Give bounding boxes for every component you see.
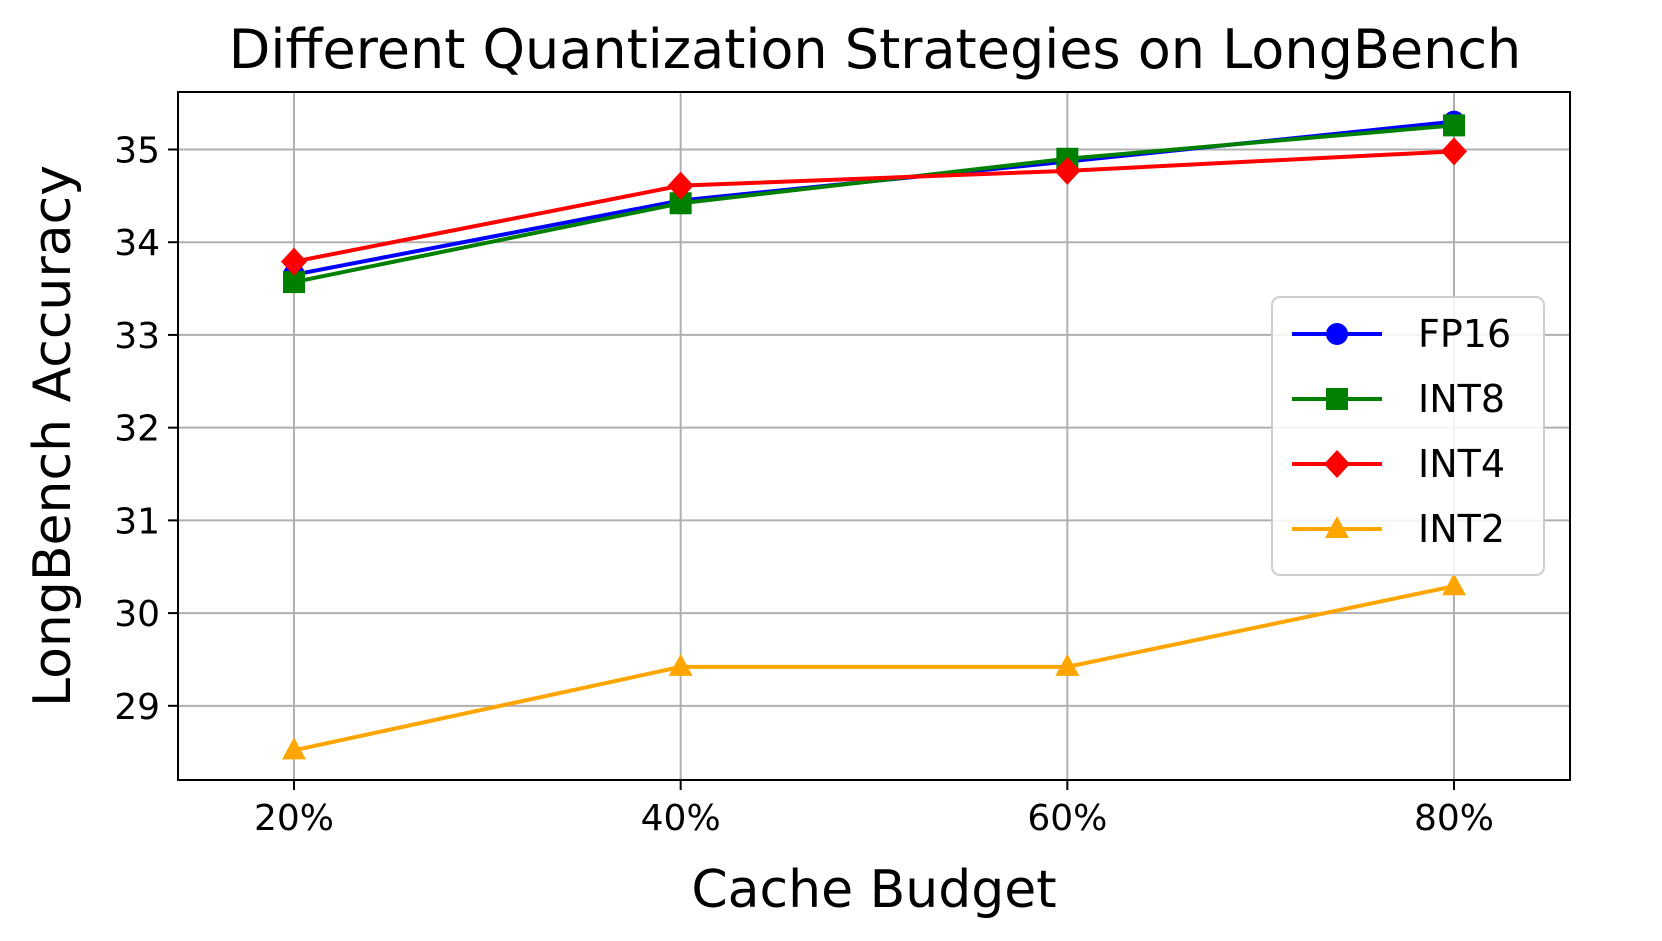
- data-point-int4: [1054, 156, 1081, 185]
- series-line-int2: [293, 584, 1455, 753]
- legend-marker-fp16: [1326, 323, 1348, 345]
- series-int2: [282, 573, 1466, 760]
- y-tick-label: 33: [114, 316, 160, 357]
- legend-label-fp16: FP16: [1418, 312, 1511, 356]
- series-layer: [281, 110, 1467, 760]
- y-axis-label: LongBench Accuracy: [23, 165, 83, 707]
- data-point-int8: [1443, 114, 1465, 137]
- y-tick-label: 34: [114, 223, 160, 264]
- legend-box: [1271, 296, 1545, 576]
- data-point-int4: [1441, 137, 1467, 166]
- chart-title: Different Quantization Strategies on Lon…: [229, 18, 1522, 81]
- tick-layer: 20% 40% 60% 80% 29 30 31 32 33 34 35: [114, 130, 1494, 839]
- x-tick-label: 20%: [254, 798, 334, 839]
- x-tick-label: 40%: [641, 798, 721, 839]
- legend-label-int2: INT2: [1418, 507, 1505, 551]
- legend-marker-int2: [1325, 516, 1349, 538]
- data-point-int2: [668, 653, 693, 676]
- legend-label-int4: INT4: [1418, 442, 1505, 486]
- legend: FP16 INT8 INT4 INT2: [1271, 296, 1545, 576]
- data-point-int8: [283, 271, 305, 294]
- legend-marker-int4: [1324, 450, 1350, 478]
- legend-label-int8: INT8: [1418, 377, 1505, 421]
- y-tick-label: 31: [114, 501, 160, 542]
- data-point-int8: [669, 192, 692, 215]
- series-line-int4: [293, 149, 1455, 264]
- grid-lines: [178, 92, 1570, 780]
- legend-item-int2: INT2: [1292, 507, 1505, 551]
- plot-frame: [177, 91, 1571, 781]
- series-fp16: [283, 110, 1465, 286]
- legend-item-int8: INT8: [1292, 377, 1505, 421]
- y-tick-label: 29: [114, 687, 160, 728]
- data-point-int2: [1055, 653, 1080, 676]
- legend-item-int4: INT4: [1292, 442, 1505, 486]
- series-int4: [281, 137, 1467, 276]
- x-axis-label: Cache Budget: [691, 860, 1056, 920]
- y-tick-label: 32: [114, 409, 160, 450]
- data-point-int2: [1442, 573, 1466, 596]
- data-point-int4: [667, 171, 694, 200]
- data-point-int2: [282, 737, 306, 760]
- series-line-int8: [293, 123, 1455, 285]
- y-tick-label: 30: [114, 594, 160, 635]
- legend-marker-int8: [1326, 388, 1348, 410]
- x-tick-label: 80%: [1414, 798, 1494, 839]
- x-tick-label: 60%: [1027, 798, 1107, 839]
- legend-item-fp16: FP16: [1292, 312, 1511, 356]
- series-line-fp16: [293, 119, 1455, 277]
- y-tick-label: 35: [114, 130, 160, 171]
- data-point-int4: [281, 247, 307, 276]
- series-int8: [283, 114, 1465, 294]
